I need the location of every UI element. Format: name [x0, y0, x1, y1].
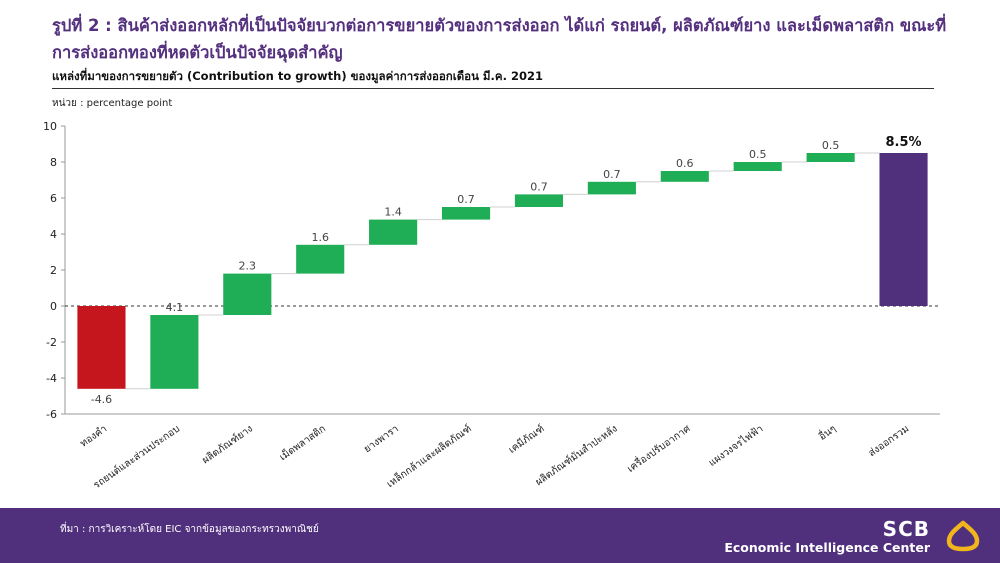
y-tick-label: 0 [50, 300, 57, 313]
title-divider [52, 88, 934, 89]
x-category-label: ยางพารา [362, 423, 401, 455]
x-category-label: ทองคำ [78, 423, 109, 449]
bar-7 [587, 181, 636, 195]
data-label: -4.6 [91, 393, 112, 406]
bar-4 [369, 219, 418, 245]
bar-5 [441, 207, 491, 220]
y-tick-label: 2 [50, 264, 57, 277]
unit-label: หน่วย : percentage point [52, 98, 173, 109]
brand-block: SCB Economic Intelligence Center [724, 518, 930, 556]
data-label: 0.7 [603, 168, 621, 181]
data-label: 2.3 [239, 260, 257, 273]
y-tick-label: 10 [43, 120, 57, 133]
y-tick-label: 4 [50, 228, 57, 241]
y-tick-label: -6 [46, 408, 57, 421]
bar-6 [514, 194, 564, 207]
y-tick-label: 8 [50, 156, 57, 169]
data-label: 0.7 [457, 193, 475, 206]
brand-subtitle: Economic Intelligence Center [724, 540, 930, 555]
bar-2 [223, 273, 272, 315]
x-category-label: เม็ดพลาสติก [276, 421, 328, 463]
footer-bar: ที่มา : การวิเคราะห์โดย EIC จากข้อมูลของ… [0, 508, 1000, 563]
data-label: 1.4 [384, 206, 402, 219]
bar-1 [150, 315, 199, 389]
waterfall-chart: 10 8 6 4 2 0 -2 -4 -6 -4.6 4.1 2.3 1.6 1.4 0.7 0.7 0.7 0… [43, 120, 940, 491]
y-tick-label: -4 [46, 372, 57, 385]
data-label: 0.6 [676, 157, 694, 170]
bar-10 [806, 153, 855, 162]
bar-3 [296, 244, 345, 274]
data-label: 8.5% [886, 135, 922, 150]
chart-title: รูปที่ 2 : สินค้าส่งออกหลักที่เป็นปัจจัย… [52, 16, 947, 62]
x-category-label: ผลิตภัณฑ์ยาง [200, 423, 255, 467]
data-label: 0.5 [749, 148, 767, 161]
data-label: 0.5 [822, 139, 840, 152]
brand-name: SCB [882, 517, 930, 541]
bar-11 [879, 153, 928, 306]
bar-0 [77, 306, 126, 389]
axis-layer: 10 8 6 4 2 0 -2 -4 -6 [43, 120, 940, 421]
y-tick-label: -2 [46, 336, 57, 349]
x-category-label: เครื่องปรับอากาศ [624, 421, 693, 475]
bar-9 [733, 162, 782, 171]
data-label: 0.7 [530, 180, 548, 193]
x-category-label: แผงวงจรไฟฟ้า [706, 423, 765, 469]
scb-logo-icon [946, 520, 980, 552]
data-label: 4.1 [166, 301, 184, 314]
x-category-label: เคมีภัณฑ์ [506, 423, 546, 456]
chart-subtitle: แหล่งที่มาของการขยายตัว (Contribution to… [52, 69, 543, 83]
bar-8 [660, 171, 709, 182]
x-category-label: ส่งออกรวม [867, 423, 912, 459]
labels-layer: -4.6 4.1 2.3 1.6 1.4 0.7 0.7 0.7 0.6 0.5 0.5 8.5% ทอ… [78, 135, 921, 491]
x-category-label: อื่นๆ [815, 421, 838, 443]
bars-layer [77, 152, 928, 390]
y-tick-label: 6 [50, 192, 57, 205]
data-label: 1.6 [311, 231, 329, 244]
source-note: ที่มา : การวิเคราะห์โดย EIC จากข้อมูลของ… [60, 524, 319, 535]
